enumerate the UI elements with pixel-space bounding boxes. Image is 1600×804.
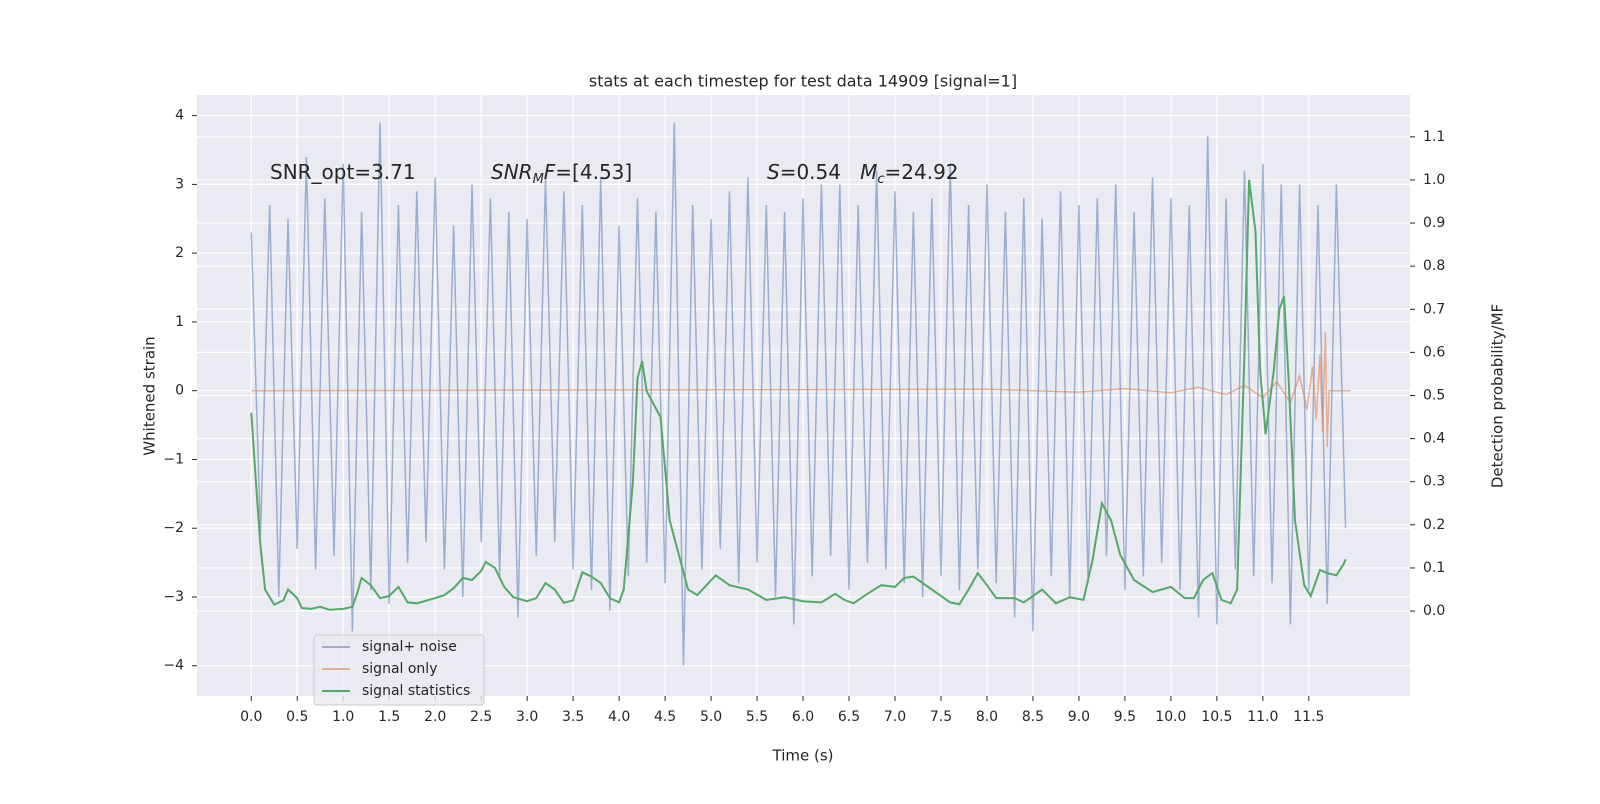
y-tick-label: 1 — [175, 314, 184, 330]
y2-tick-label: 0.8 — [1423, 258, 1445, 274]
y-axis-label: Whitened strain — [141, 336, 159, 455]
annotation: SNRMF=[4.53] — [491, 160, 632, 187]
y2-tick-label: 0.2 — [1423, 517, 1445, 533]
y-tick-label: 3 — [175, 176, 184, 192]
x-tick-label: 2.5 — [470, 709, 492, 725]
y2-tick-label: 0.5 — [1423, 388, 1445, 404]
y-tick-label: 4 — [175, 108, 184, 124]
x-tick-label: 10.0 — [1155, 709, 1186, 725]
annotation-part: S — [767, 160, 780, 184]
x-tick-label: 8.0 — [976, 709, 998, 725]
x-tick-label: 6.0 — [792, 709, 814, 725]
x-tick-label: 1.5 — [378, 709, 400, 725]
chart-title: stats at each timestep for test data 149… — [589, 72, 1017, 91]
x-tick-label: 2.0 — [424, 709, 446, 725]
y2-tick-label: 0.0 — [1423, 603, 1445, 619]
y2-tick-label: 0.4 — [1423, 431, 1445, 447]
y-tick-label: −1 — [163, 451, 184, 467]
annotation-part: SNR_opt=3.71 — [270, 160, 416, 184]
x-tick-label: 7.5 — [930, 709, 952, 725]
y2-tick-label: 1.1 — [1423, 129, 1445, 145]
x-tick-label: 9.5 — [1114, 709, 1136, 725]
annotation-part: =[4.53] — [555, 160, 632, 184]
y2-axis-label: Detection probability/MF — [1489, 304, 1507, 488]
legend — [313, 634, 485, 706]
x-tick-label: 10.5 — [1201, 709, 1232, 725]
x-tick-label: 11.5 — [1293, 709, 1324, 725]
legend-label: signal only — [362, 661, 437, 677]
annotation: S=0.54 Mc=24.92 — [767, 160, 959, 187]
x-tick-label: 3.0 — [516, 709, 538, 725]
annotation-part: M — [533, 172, 544, 187]
y2-tick-label: 1.0 — [1423, 172, 1445, 188]
legend-label: signal statistics — [362, 683, 470, 699]
y2-tick-label: 0.3 — [1423, 474, 1445, 490]
annotation-part: =24.92 — [885, 160, 959, 184]
y2-tick-label: 0.9 — [1423, 215, 1445, 231]
y-tick-label: 0 — [175, 383, 184, 399]
x-tick-label: 9.0 — [1068, 709, 1090, 725]
y-tick-label: 2 — [175, 245, 184, 261]
series-line — [250, 179, 1347, 611]
x-tick-label: 5.5 — [746, 709, 768, 725]
annotation-part: M — [860, 160, 877, 184]
annotation-part: F — [544, 160, 556, 184]
x-tick-label: 4.5 — [654, 709, 676, 725]
y2-tick-label: 0.7 — [1423, 301, 1445, 317]
x-tick-label: 5.0 — [700, 709, 722, 725]
x-tick-label: 7.0 — [884, 709, 906, 725]
legend-label: signal+ noise — [362, 639, 457, 655]
y2-tick-label: 0.6 — [1423, 344, 1445, 360]
y-tick-label: −3 — [163, 589, 184, 605]
x-tick-label: 3.5 — [562, 709, 584, 725]
x-tick-label: 4.0 — [608, 709, 630, 725]
x-tick-label: 8.5 — [1022, 709, 1044, 725]
series-line — [250, 122, 1347, 666]
y-tick-label: −2 — [163, 520, 184, 536]
annotation-part: c — [877, 172, 884, 187]
y-tick-label: −4 — [163, 658, 184, 674]
x-tick-label: 0.0 — [240, 709, 262, 725]
annotation-part: SNR — [491, 160, 533, 184]
x-axis-label: Time (s) — [772, 747, 834, 765]
annotation-part: =0.54 — [780, 160, 860, 184]
x-tick-label: 1.0 — [332, 709, 354, 725]
y2-tick-label: 0.1 — [1423, 560, 1445, 576]
annotation: SNR_opt=3.71 — [270, 160, 416, 184]
x-tick-label: 6.5 — [838, 709, 860, 725]
x-tick-label: 11.0 — [1247, 709, 1278, 725]
x-tick-label: 0.5 — [286, 709, 308, 725]
